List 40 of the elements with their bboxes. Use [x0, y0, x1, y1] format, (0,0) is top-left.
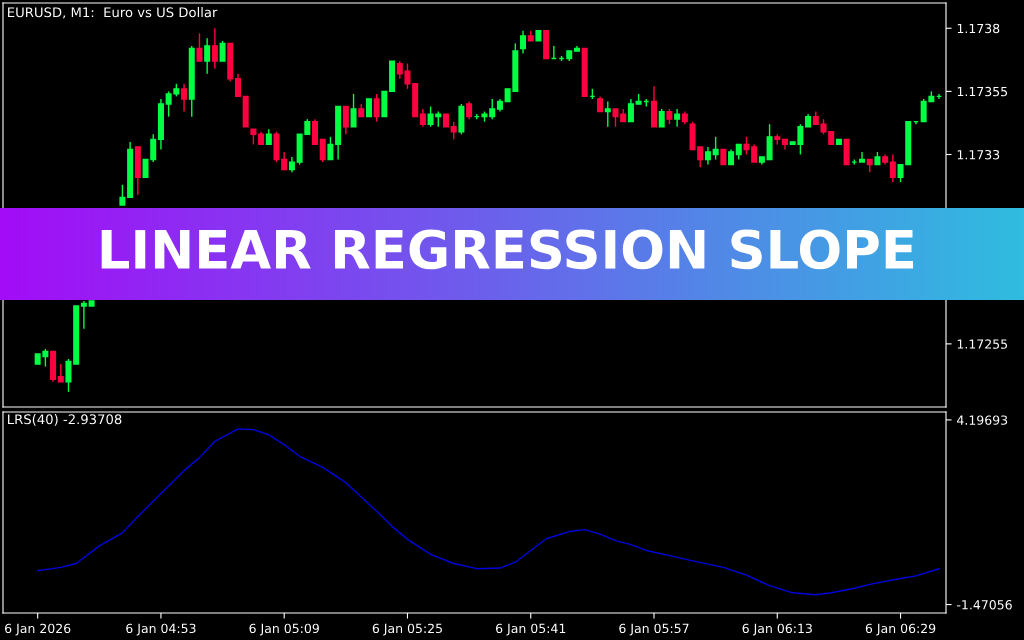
x-tick-label: 6 Jan 05:41 [496, 623, 566, 636]
y-tick-label: 1.1738 [957, 23, 1000, 34]
candlestick [712, 136, 719, 161]
chart-title: LRS(40) -2.93708 [8, 414, 122, 426]
candlestick [604, 100, 611, 128]
x-tick-label: 6 Jan 05:25 [372, 623, 442, 636]
candlestick [219, 40, 226, 62]
x-tick-label: 6 Jan 04:53 [126, 623, 196, 636]
candlestick [204, 37, 211, 75]
candlestick [119, 184, 126, 206]
y-tick-label: 1.1733 [957, 149, 1000, 160]
y-tick-label: 1.17355 [957, 86, 1008, 97]
candlestick [859, 151, 866, 163]
candlestick [211, 27, 218, 70]
candlestick [627, 98, 634, 123]
annotation: LINEAR REGRESSION SLOPE [101, 229, 914, 270]
x-tick-label: 6 Jan 06:29 [865, 623, 936, 636]
x-tick-label: 6 Jan 2026 [5, 623, 71, 636]
y-tick-label: 4.19693 [957, 415, 1008, 425]
candlestick [373, 93, 380, 123]
y-tick-label: 1.17255 [957, 339, 1008, 349]
chart-title: EURUSD, M1: Euro vs US Dollar [8, 7, 218, 19]
x-tick-label: 6 Jan 05:09 [249, 623, 319, 636]
candlestick [234, 73, 241, 98]
x-tick-label: 6 Jan 05:57 [619, 623, 689, 636]
candlestick [80, 300, 87, 330]
candlestick [350, 93, 357, 128]
candlestick [312, 118, 319, 146]
candlestick [889, 153, 896, 183]
candlestick [766, 123, 773, 161]
candlestick [342, 105, 349, 135]
candlestick [65, 358, 72, 393]
y-tick-label: -1.47056 [957, 600, 1012, 610]
line-series [36, 428, 940, 596]
candlestick [181, 83, 188, 113]
candlestick [520, 30, 527, 55]
candlestick [196, 32, 203, 62]
candlestick [327, 136, 334, 161]
x-tick-label: 6 Jan 06:13 [742, 623, 812, 636]
candlestick [319, 138, 326, 163]
